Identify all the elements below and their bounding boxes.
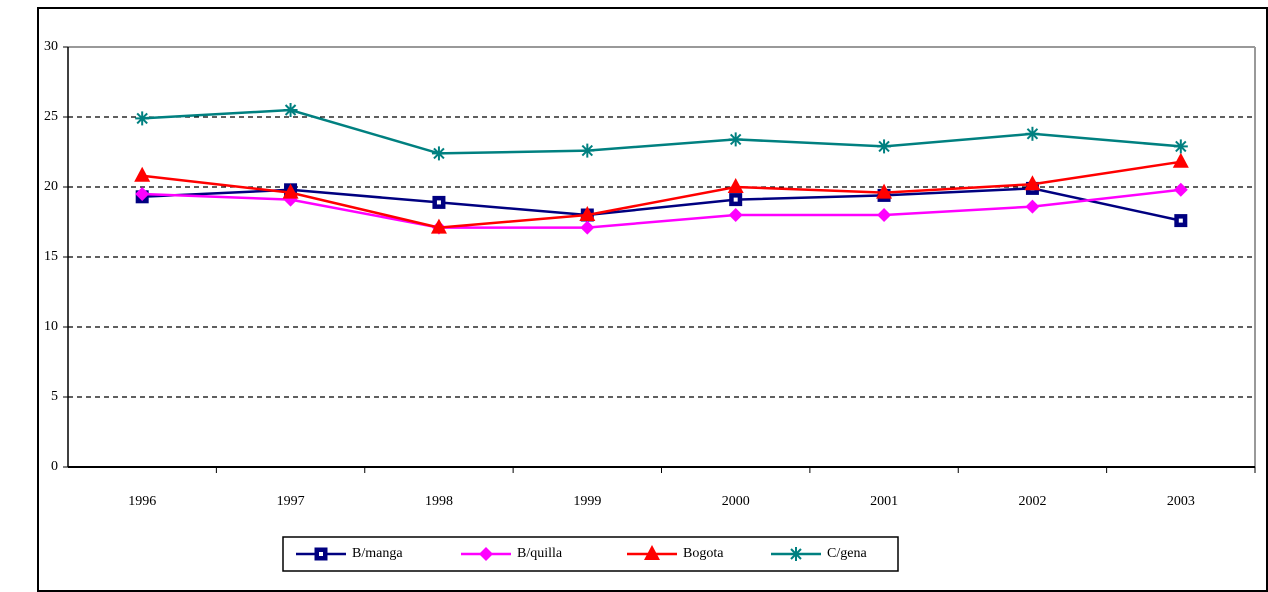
x-tick-label: 1999 xyxy=(573,494,601,509)
x-tick-label: 1997 xyxy=(277,494,305,509)
legend-label: C/gena xyxy=(827,546,867,561)
marker-asterisk xyxy=(431,146,446,161)
y-tick-label: 5 xyxy=(51,389,58,404)
asterisk-stroke xyxy=(433,147,445,160)
legend: B/manga B/quilla Bogota C/gena xyxy=(282,536,899,572)
marker-asterisk xyxy=(877,139,892,154)
y-tick-label: 10 xyxy=(44,319,58,334)
marker-triangle xyxy=(1172,152,1189,168)
series-line xyxy=(142,188,1181,229)
x-tick-label: 2001 xyxy=(870,494,898,509)
marker-asterisk xyxy=(580,143,595,158)
x-tick-label: 1998 xyxy=(425,494,453,509)
asterisk-stroke xyxy=(136,112,148,125)
marker-diamond xyxy=(1173,182,1188,197)
x-tick-label: 2002 xyxy=(1018,494,1046,509)
series-line xyxy=(142,160,1181,229)
asterisk-stroke xyxy=(878,140,890,153)
legend-label: B/quilla xyxy=(517,546,563,561)
marker-diamond xyxy=(135,187,150,201)
asterisk-stroke xyxy=(790,548,802,560)
marker-diamond xyxy=(1025,199,1040,214)
marker-triangle xyxy=(282,183,299,199)
chart-frame xyxy=(37,7,1268,592)
marker-inner xyxy=(436,200,441,205)
marker-asterisk xyxy=(789,547,803,561)
x-tick-label: 2003 xyxy=(1167,494,1195,509)
marker-diamond xyxy=(580,220,595,235)
marker-triangle xyxy=(876,183,893,199)
marker-inner xyxy=(1178,218,1183,223)
asterisk-stroke xyxy=(1175,140,1187,153)
marker-triangle xyxy=(1024,175,1041,191)
marker-diamond xyxy=(728,208,743,222)
series-line xyxy=(142,187,1182,222)
y-tick-label: 20 xyxy=(44,179,58,194)
y-tick-label: 30 xyxy=(44,39,58,54)
marker-asterisk xyxy=(1173,139,1188,154)
y-tick-label: 25 xyxy=(44,109,58,124)
marker-asterisk xyxy=(728,132,743,147)
x-tick-label: 1996 xyxy=(128,494,156,509)
marker-asterisk xyxy=(283,103,298,117)
legend-label: B/manga xyxy=(352,546,403,561)
series-line xyxy=(142,108,1181,155)
marker-inner xyxy=(319,552,323,556)
marker-asterisk xyxy=(135,111,150,126)
y-tick-label: 0 xyxy=(51,459,58,474)
asterisk-stroke xyxy=(284,104,297,116)
marker-triangle xyxy=(430,218,447,234)
marker-triangle xyxy=(644,545,660,560)
marker-diamond xyxy=(877,208,892,222)
asterisk-stroke xyxy=(729,133,742,146)
marker-inner xyxy=(733,197,738,202)
marker-diamond xyxy=(479,547,493,561)
legend-label: Bogota xyxy=(683,546,724,561)
x-tick-label: 2000 xyxy=(722,494,750,509)
y-tick-label: 15 xyxy=(44,249,58,264)
asterisk-stroke xyxy=(1026,128,1039,140)
marker-asterisk xyxy=(1025,126,1040,141)
asterisk-stroke xyxy=(581,144,594,157)
marker-triangle xyxy=(727,178,744,193)
marker-triangle xyxy=(134,166,151,182)
marker-triangle xyxy=(579,206,596,221)
